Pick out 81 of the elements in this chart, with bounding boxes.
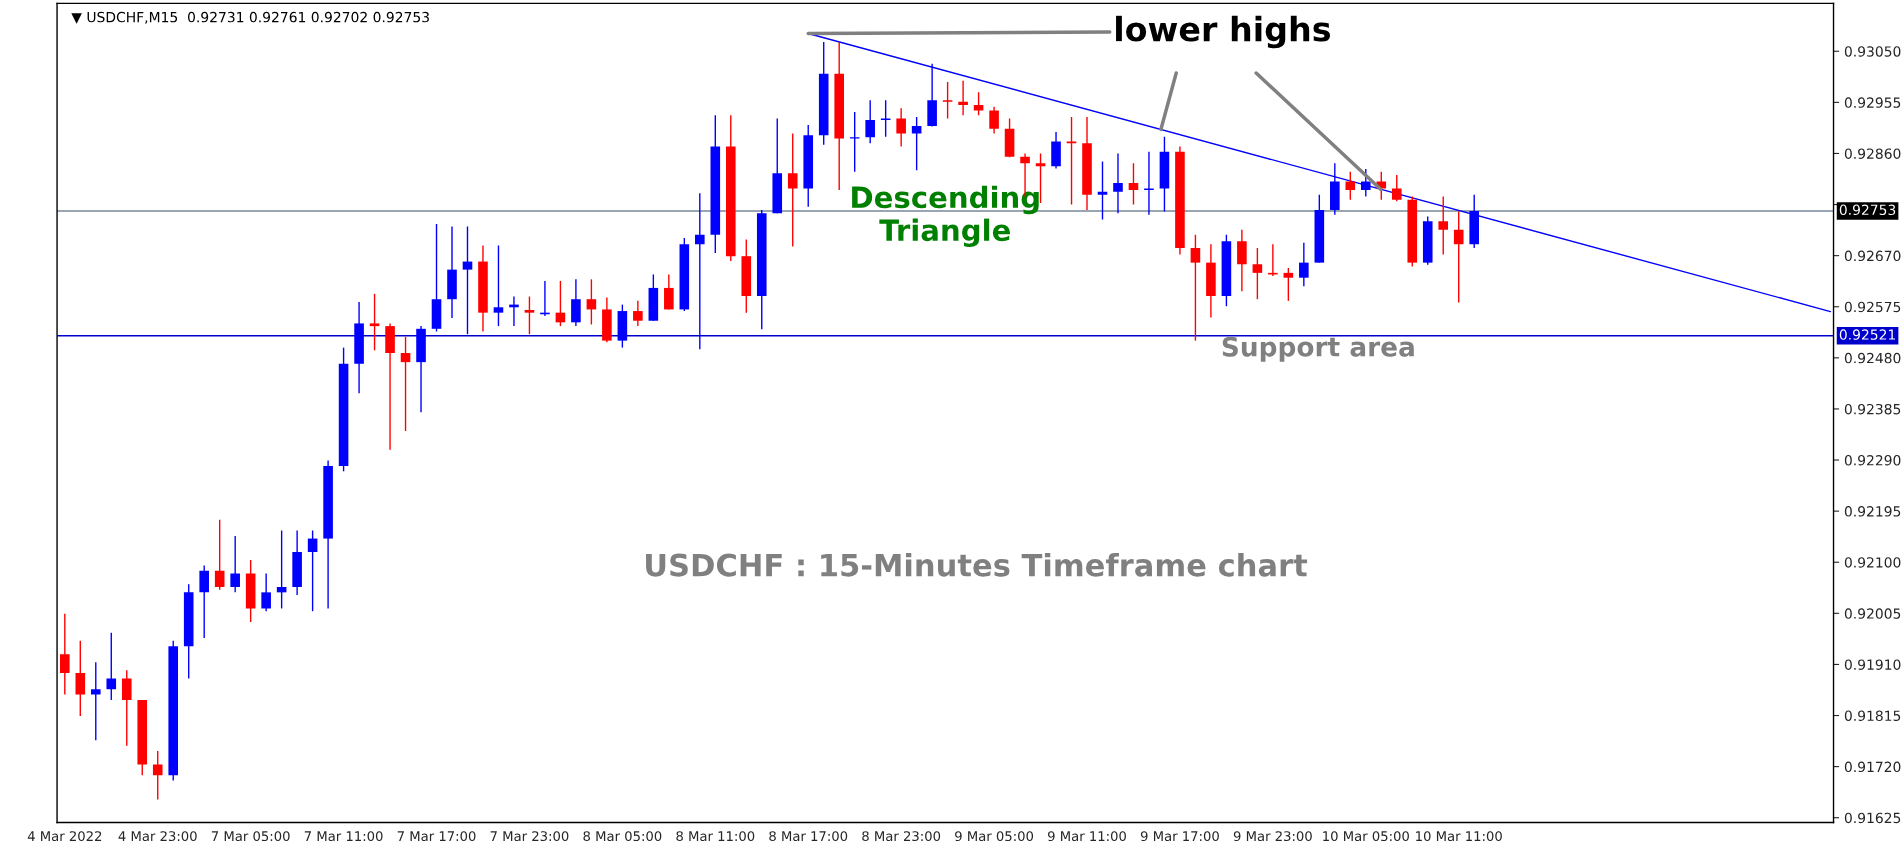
- candlestick: [493, 244, 504, 327]
- candlestick: [1438, 195, 1449, 256]
- candlestick: [1128, 162, 1139, 206]
- y-tick-label: 0.92480: [1844, 352, 1901, 364]
- x-tick-label: 7 Mar 23:00: [490, 831, 569, 842]
- candlestick: [1190, 233, 1201, 342]
- candlestick: [880, 99, 891, 138]
- y-tick-label: 0.92195: [1844, 506, 1901, 517]
- x-tick-label: 9 Mar 23:00: [1233, 831, 1312, 842]
- annotation: Descending Triangle: [852, 185, 1039, 248]
- candlestick: [106, 631, 117, 701]
- candlestick: [1391, 174, 1402, 203]
- y-tick-label: 0.92670: [1844, 250, 1901, 262]
- y-tick-label: 0.92100: [1844, 557, 1901, 568]
- candlestick: [152, 750, 163, 801]
- candlestick: [400, 336, 411, 432]
- candlestick: [1299, 242, 1309, 288]
- candlestick: [1283, 267, 1294, 302]
- x-tick-label: 8 Mar 11:00: [676, 831, 755, 842]
- x-tick-label: 8 Mar 17:00: [769, 831, 848, 842]
- candlestick: [958, 80, 968, 116]
- x-tick-label: 4 Mar 23:00: [118, 831, 197, 842]
- x-tick-label: 8 Mar 05:00: [583, 831, 662, 842]
- candlestick: [942, 81, 953, 120]
- y-tick-label: 0.92575: [1844, 301, 1901, 313]
- candlestick: [1345, 171, 1356, 201]
- annotation: USDCHF : 15-Minutes Timeframe chart: [646, 553, 1308, 577]
- candlestick: [911, 116, 922, 171]
- candlestick: [849, 111, 860, 173]
- x-tick-label: 9 Mar 05:00: [955, 831, 1034, 842]
- x-tick-label: 9 Mar 11:00: [1047, 831, 1126, 842]
- candlestick: [865, 99, 875, 144]
- candlestick: [664, 273, 674, 311]
- x-tick-label: 8 Mar 23:00: [862, 831, 941, 842]
- candlestick: [695, 192, 705, 350]
- candlestick: [633, 300, 643, 327]
- y-tick-label: 0.92955: [1844, 97, 1901, 108]
- candlestick: [307, 529, 318, 612]
- y-tick-label: 0.92005: [1844, 608, 1901, 619]
- candlestick: [214, 519, 225, 591]
- candlestick: [60, 613, 70, 696]
- text: ▼ USDCHF,M15 0.92731 0.92761 0.92702 0.92753: [71, 11, 429, 24]
- candlestick: [199, 564, 209, 639]
- y-tick-label: 0.91720: [1844, 761, 1901, 773]
- y-tick-label: 0.92385: [1844, 403, 1901, 415]
- candlestick: [1360, 168, 1371, 198]
- candlestick: [462, 225, 473, 335]
- y-tick-label: 0.91910: [1844, 659, 1901, 670]
- candlestick: [121, 669, 132, 747]
- x-tick-label: 4 Mar 2022: [27, 831, 102, 842]
- x-tick-label: 7 Mar 17:00: [397, 831, 476, 842]
- candlestick: [1252, 247, 1263, 300]
- y-tick-label: 0.92860: [1844, 148, 1901, 159]
- ref-line-label: 0.92753: [1839, 204, 1896, 216]
- candlestick: [1113, 152, 1123, 214]
- candlestick: [787, 132, 798, 248]
- y-tick-label: 0.93050: [1844, 46, 1901, 57]
- candlestick: [1453, 210, 1464, 304]
- candlestick: [586, 278, 597, 326]
- candlestick: [524, 295, 535, 335]
- annotation: Support area: [1222, 336, 1414, 362]
- y-tick-label: 0.91625: [1844, 812, 1901, 824]
- candlestick: [90, 661, 101, 741]
- candlestick: [571, 278, 581, 327]
- candlestick: [261, 572, 271, 612]
- candlestick: [1237, 229, 1247, 292]
- candlestick: [989, 105, 999, 135]
- x-tick-label: 7 Mar 11:00: [304, 831, 383, 842]
- candlestick: [1144, 151, 1154, 216]
- x-tick-label: 10 Mar 11:00: [1416, 831, 1502, 842]
- candlestick: [896, 107, 906, 148]
- candlestick: [75, 640, 86, 717]
- x-tick-label: 7 Mar 05:00: [211, 831, 290, 842]
- candlestick: [230, 535, 240, 594]
- y-tick-label: 0.92290: [1844, 455, 1901, 466]
- candlestick: [369, 293, 380, 352]
- annotation: lower highs: [1116, 15, 1331, 49]
- x-tick-label: 10 Mar 05:00: [1323, 831, 1409, 842]
- ref-line-label: 0.92521: [1839, 329, 1896, 340]
- x-tick-label: 9 Mar 17:00: [1140, 831, 1219, 842]
- y-tick-label: 0.91815: [1844, 710, 1901, 721]
